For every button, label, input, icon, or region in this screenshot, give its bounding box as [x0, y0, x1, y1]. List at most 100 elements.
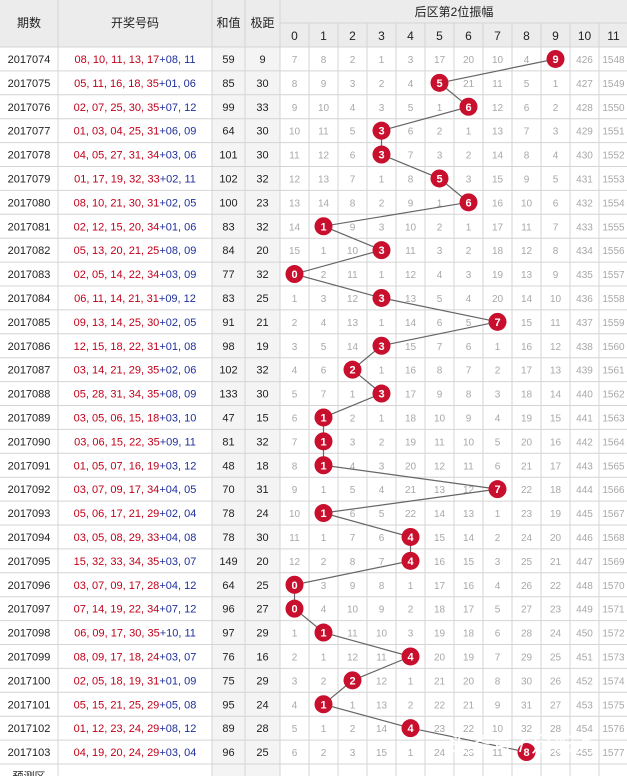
front-numbers: 02, 07, 25, 30, 35 [74, 102, 160, 114]
amplitude-ball-label: 4 [407, 651, 414, 663]
miss-count-cell: 1 [379, 318, 385, 329]
miss-count-cell: 20 [463, 676, 475, 687]
sum-range-cell-bg [212, 309, 280, 334]
sum-cell: 48 [222, 460, 234, 472]
miss-count-cell: 7 [524, 127, 530, 138]
miss-count-cell: 17 [550, 461, 562, 472]
amplitude-ball [546, 49, 565, 68]
miss-count-cell: 1 [350, 700, 356, 711]
period-cell-bg [0, 94, 58, 119]
miss-count-cell: 4 [495, 581, 501, 592]
miss-count-cell: 7 [495, 652, 501, 663]
miss-count-cell: 22 [521, 485, 533, 496]
numbers-cell-bg [58, 572, 212, 597]
period-cell-bg [0, 238, 58, 263]
miss-count-cell: 2 [350, 724, 356, 735]
period-cell-bg [0, 548, 58, 573]
amplitude-ball-label: 3 [378, 389, 384, 401]
miss-count-cell: 15 [492, 174, 504, 185]
miss-count-cell: 450 [576, 629, 593, 640]
sum-range-cell-bg [212, 429, 280, 454]
miss-count-cell: 11 [289, 151, 300, 162]
miss-count-cell: 4 [524, 55, 530, 66]
miss-count-cell: 1558 [602, 294, 625, 305]
amplitude-ball-label: 7 [494, 484, 500, 496]
draw-numbers-cell: 09, 13, 14, 25, 30+02, 05 [74, 317, 197, 329]
amplitude-ball-label: 3 [378, 126, 384, 138]
period-cell-bg [0, 668, 58, 693]
miss-count-cell: 1563 [602, 413, 625, 424]
back-numbers: +01, 09 [159, 675, 196, 687]
amplitude-ball-label: 0 [291, 604, 297, 616]
miss-count-cell: 1 [437, 103, 443, 114]
miss-count-cell: 1568 [602, 533, 625, 544]
period-cell: 2017082 [8, 245, 51, 257]
miss-count-cell: 23 [550, 605, 562, 616]
miss-count-cell: 1 [466, 222, 472, 233]
miss-count-cell: 19 [405, 437, 417, 448]
miss-count-cell: 2 [408, 605, 414, 616]
miss-count-cell: 15 [550, 413, 562, 424]
period-cell-bg [0, 453, 58, 478]
period-cell-bg [0, 477, 58, 502]
numbers-cell-bg [58, 740, 212, 764]
amplitude-ball-label: 3 [378, 341, 384, 353]
back-numbers: +03, 04 [159, 747, 196, 759]
miss-count-cell: 2 [466, 246, 472, 257]
miss-count-cell: 9 [379, 605, 385, 616]
miss-count-cell: 5 [292, 724, 298, 735]
miss-count-cell: 1561 [602, 366, 625, 377]
period-cell: 2017103 [8, 747, 51, 759]
draw-numbers-cell: 01, 12, 23, 24, 29+08, 12 [74, 723, 197, 735]
miss-count-cell: 1555 [602, 222, 625, 233]
miss-count-cell: 4 [350, 103, 356, 114]
miss-count-cell: 14 [463, 533, 475, 544]
sum-range-cell-bg [212, 238, 280, 263]
miss-count-cell: 3 [321, 581, 327, 592]
miss-count-cell: 19 [463, 652, 475, 663]
period-cell-bg [0, 47, 58, 71]
back-numbers: +08, 09 [159, 389, 196, 401]
back-numbers: +01, 06 [159, 221, 196, 233]
miss-count-cell: 4 [321, 318, 327, 329]
miss-count-cell: 10 [347, 605, 359, 616]
draw-numbers-cell: 03, 07, 09, 17, 34+04, 05 [74, 484, 197, 496]
miss-count-cell: 3 [408, 55, 414, 66]
period-cell: 2017101 [8, 699, 51, 711]
draw-numbers-cell: 06, 11, 14, 21, 31+09, 12 [74, 293, 196, 305]
numbers-cell-bg [58, 453, 212, 478]
range-cell: 25 [256, 293, 268, 305]
miss-count-cell: 4 [292, 700, 298, 711]
miss-count-cell: 1577 [602, 748, 625, 759]
header-amplitude-2: 2 [349, 29, 356, 43]
miss-count-cell: 20 [434, 652, 446, 663]
miss-count-cell: 9 [292, 485, 298, 496]
draw-numbers-cell: 04, 19, 20, 24, 29+03, 04 [74, 747, 197, 759]
range-cell: 18 [256, 460, 268, 472]
miss-count-cell: 17 [463, 605, 475, 616]
miss-count-cell: 11 [434, 437, 445, 448]
miss-count-cell: 21 [463, 700, 475, 711]
front-numbers: 08, 09, 17, 18, 24 [74, 651, 160, 663]
back-numbers: +07, 12 [159, 604, 196, 616]
miss-count-cell: 2 [350, 55, 356, 66]
miss-count-cell: 26 [550, 676, 562, 687]
miss-count-cell: 8 [292, 79, 298, 90]
period-cell-bg [0, 357, 58, 382]
miss-count-cell: 3 [466, 174, 472, 185]
miss-count-cell: 431 [576, 174, 593, 185]
miss-count-cell: 10 [492, 55, 504, 66]
front-numbers: 02, 12, 15, 20, 34 [74, 221, 160, 233]
draw-numbers-cell: 01, 05, 07, 16, 19+03, 12 [74, 460, 197, 472]
miss-count-cell: 11 [463, 461, 474, 472]
amplitude-ball [488, 480, 507, 499]
period-cell: 2017083 [8, 269, 51, 281]
draw-numbers-cell: 15, 32, 33, 34, 35+03, 07 [74, 556, 197, 568]
miss-count-cell: 4 [553, 151, 559, 162]
draw-numbers-cell: 01, 03, 04, 25, 31+06, 09 [74, 126, 197, 138]
amplitude-ball-label: 6 [465, 102, 471, 114]
period-cell-bg [0, 166, 58, 191]
miss-count-cell: 17 [434, 581, 446, 592]
header-period: 期数 [17, 15, 41, 30]
miss-count-cell: 7 [408, 151, 414, 162]
